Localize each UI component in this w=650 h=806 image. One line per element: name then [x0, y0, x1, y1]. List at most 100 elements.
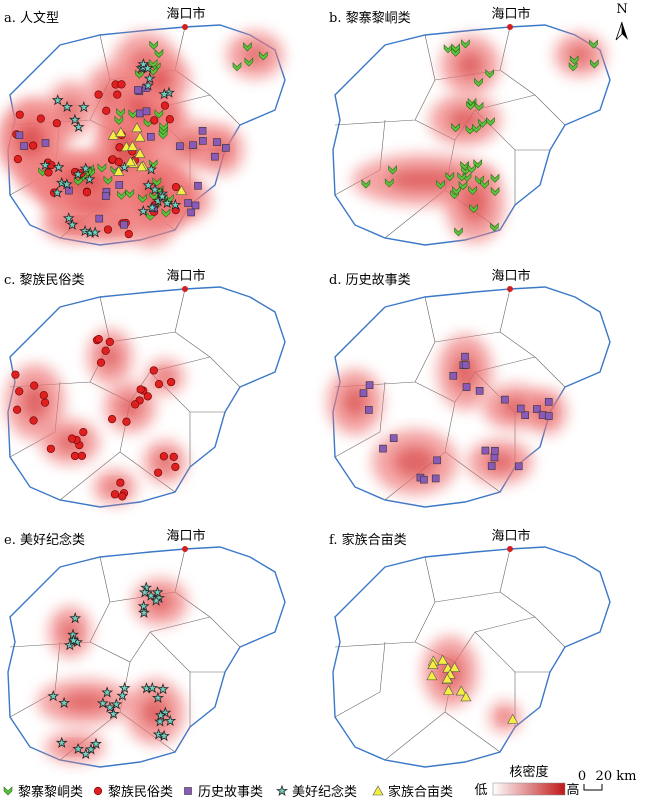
marker-lishi	[491, 446, 499, 455]
marker-jinian	[72, 120, 85, 133]
marker-minsu	[169, 452, 178, 462]
marker-jinian	[137, 204, 150, 217]
density-core	[453, 354, 477, 390]
marker-minsu	[165, 115, 174, 124]
marker-jinian	[138, 586, 151, 598]
marker-lishi	[134, 86, 142, 94]
marker-minsu	[117, 80, 126, 89]
marker-hemu	[372, 785, 384, 796]
marker-minsu	[77, 451, 87, 460]
marker-lizhai	[589, 39, 598, 49]
marker-jinian	[72, 168, 84, 180]
marker-jinian	[104, 701, 116, 713]
marker-lizhai	[468, 185, 477, 195]
marker-minsu	[101, 346, 110, 355]
marker-hemu	[427, 659, 439, 669]
marker-minsu	[113, 90, 122, 99]
marker-minsu	[70, 451, 80, 461]
marker-lizhai	[159, 122, 168, 132]
marker-lizhai	[451, 123, 460, 133]
marker-lishi	[184, 199, 192, 207]
density-low: 低	[474, 783, 487, 798]
marker-minsu	[171, 182, 181, 192]
marker-lizhai	[486, 116, 495, 127]
city-label: 海口市	[491, 6, 530, 22]
marker-lizhai	[154, 48, 164, 59]
marker-jinian	[145, 163, 158, 175]
marker-lishi	[176, 142, 184, 151]
marker-lishi	[431, 474, 440, 483]
marker-lizhai	[467, 164, 476, 174]
marker-minsu	[103, 225, 113, 234]
panel-title: f. 家族合亩类	[329, 532, 407, 548]
marker-minsu	[153, 468, 163, 477]
marker-jinian	[142, 79, 154, 91]
marker-minsu	[93, 786, 103, 796]
marker-minsu	[102, 106, 111, 115]
marker-lizhai	[454, 227, 463, 237]
marker-lishi	[198, 126, 207, 135]
marker-lizhai	[135, 69, 144, 79]
marker-lishi	[211, 152, 219, 161]
marker-minsu	[150, 116, 159, 125]
marker-minsu	[110, 490, 120, 499]
marker-jinian	[79, 225, 91, 237]
marker-lizhai	[232, 62, 242, 72]
north-label: N	[616, 2, 627, 17]
marker-lizhai	[445, 171, 455, 182]
marker-minsu	[167, 377, 176, 387]
density-core	[500, 712, 510, 722]
marker-hemu	[437, 654, 449, 665]
city-label: 海口市	[166, 268, 205, 284]
density-high: 高	[566, 782, 579, 798]
marker-minsu	[136, 385, 145, 394]
marker-lishi	[481, 446, 490, 455]
legend-label: 美好纪念类	[292, 784, 357, 800]
marker-lizhai	[457, 172, 467, 182]
marker-jinian	[96, 697, 109, 709]
city-dot	[182, 546, 188, 552]
marker-lishi	[189, 141, 197, 150]
marker-minsu	[15, 110, 24, 119]
legend-label: 黎族民俗类	[108, 784, 173, 800]
marker-lishi	[147, 132, 155, 141]
county-border	[499, 548, 566, 648]
marker-lishi	[487, 462, 496, 470]
marker-lishi	[544, 412, 553, 420]
marker-jinian	[58, 696, 71, 709]
marker-jinian	[157, 683, 169, 695]
county-border	[499, 26, 566, 126]
marker-minsu	[39, 391, 48, 400]
marker-lizhai	[568, 62, 578, 72]
marker-lishi	[490, 453, 499, 462]
marker-lizhai	[458, 181, 468, 191]
marker-lishi	[365, 406, 373, 414]
marker-jinian	[66, 218, 79, 230]
marker-lishi	[199, 137, 207, 145]
marker-minsu	[154, 380, 164, 389]
county-border	[334, 641, 386, 718]
marker-lishi	[365, 381, 374, 389]
marker-lishi	[213, 138, 221, 146]
marker-lishi	[359, 389, 368, 398]
density-core	[569, 46, 591, 64]
marker-hemu	[175, 185, 187, 196]
city-dot	[507, 24, 513, 30]
density-core	[141, 697, 169, 727]
legend-label: 历史故事类	[198, 785, 263, 800]
marker-jinian	[79, 747, 92, 760]
marker-lishi	[521, 411, 529, 419]
marker-lishi	[433, 456, 441, 465]
density-core	[386, 169, 464, 191]
density-core	[456, 51, 484, 79]
marker-minsu	[159, 452, 168, 461]
marker-jinian	[158, 88, 171, 100]
marker-lizhai	[466, 100, 475, 111]
marker-lizhai	[388, 165, 397, 175]
map-panel: 海口市 f. 家族合亩类	[329, 528, 611, 768]
county-border	[174, 548, 241, 648]
marker-hemu	[455, 685, 467, 696]
marker-lizhai	[473, 159, 483, 169]
county-border	[174, 26, 241, 126]
